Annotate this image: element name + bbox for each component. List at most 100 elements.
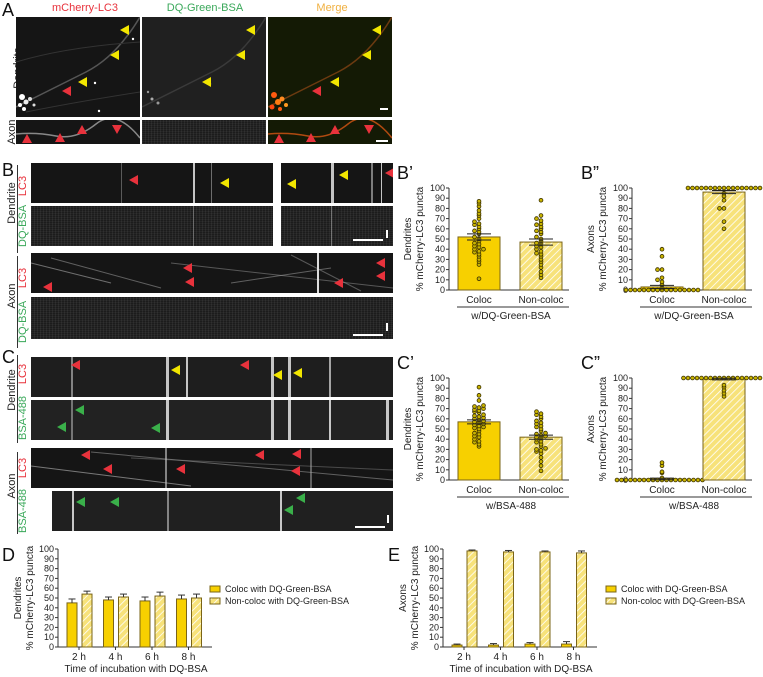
y-axis-label: Axons% mCherry-LC3 puncta — [586, 376, 609, 481]
yellow-arrowhead — [287, 179, 296, 189]
yellow-arrowhead — [171, 365, 180, 375]
red-arrowhead — [334, 278, 343, 288]
scale-bar — [380, 108, 388, 110]
yellow-arrowhead — [362, 50, 371, 60]
scale-bar-vertical — [386, 230, 388, 238]
red-arrowhead — [71, 360, 80, 370]
svg-text:% mCherry-LC3 puncta: % mCherry-LC3 puncta — [410, 545, 421, 650]
chart-b-prime: Dendrites% mCherry-LC3 puncta 01020304050… — [403, 183, 569, 322]
x-axis-label: w/DQ-Green-BSA — [470, 311, 551, 322]
svg-text:20: 20 — [44, 622, 54, 632]
x-axis-label: w/BSA-488 — [668, 501, 719, 512]
red-arrowhead — [176, 464, 185, 474]
svg-text:80: 80 — [429, 564, 439, 574]
x-tick-label: Non-coloc — [701, 295, 746, 306]
panel-letter-b-prime: B’ — [397, 163, 414, 183]
svg-text:100: 100 — [424, 545, 439, 554]
y-axis-label: Dendrites% mCherry-LC3 puncta — [403, 376, 426, 481]
svg-text:40: 40 — [618, 244, 628, 254]
yellow-arrowhead — [293, 368, 302, 378]
svg-text:% mCherry-LC3 puncta: % mCherry-LC3 puncta — [598, 186, 609, 291]
image-a-axon-dqbsa — [142, 120, 266, 144]
chart-c-doubleprime: Axons% mCherry-LC3 puncta010203040506070… — [586, 373, 763, 512]
svg-text:90: 90 — [618, 193, 628, 203]
red-arrowhead — [274, 134, 284, 143]
svg-text:80: 80 — [435, 203, 445, 213]
red-arrowhead — [291, 466, 300, 476]
x-tick-label: Non-coloc — [518, 295, 563, 306]
scale-bar-vertical — [387, 515, 389, 523]
panel-letter-c: C — [2, 347, 15, 367]
green-arrowhead — [57, 422, 66, 432]
svg-text:70: 70 — [429, 573, 439, 583]
channel-label-dq-bsa: DQ-BSA — [17, 300, 29, 343]
x-axis-label: Time of incubation with DQ-BSA — [64, 664, 207, 675]
svg-text:20: 20 — [429, 622, 439, 632]
axon-trace — [16, 120, 140, 139]
x-tick-label: 4 h — [109, 652, 123, 663]
scale-bar-vertical — [386, 323, 388, 331]
scale-bar — [353, 239, 383, 241]
image-a-dendrite-dqbsa — [142, 17, 266, 117]
red-arrowhead — [55, 133, 65, 142]
svg-text:% mCherry-LC3 puncta: % mCherry-LC3 puncta — [598, 376, 609, 481]
red-arrowhead — [385, 168, 393, 178]
svg-text:% mCherry-LC3 puncta: % mCherry-LC3 puncta — [415, 186, 426, 291]
legend-swatch — [209, 597, 221, 605]
yellow-arrowhead — [220, 178, 229, 188]
svg-text:60: 60 — [435, 224, 445, 234]
svg-text:20: 20 — [618, 455, 628, 465]
x-tick-label: Coloc — [649, 295, 675, 306]
svg-text:50: 50 — [429, 593, 439, 603]
svg-text:100: 100 — [613, 373, 628, 383]
svg-text:50: 50 — [435, 424, 445, 434]
x-tick-label: 2 h — [457, 652, 471, 663]
channel-label-dq-bsa: DQ-BSA — [17, 204, 29, 247]
legend-swatch — [605, 597, 617, 605]
svg-text:% mCherry-LC3 puncta: % mCherry-LC3 puncta — [25, 545, 36, 650]
kymograph-c-axon-bsa488 — [52, 491, 393, 531]
svg-text:70: 70 — [44, 573, 54, 583]
kymograph-tracks — [31, 253, 393, 293]
svg-text:100: 100 — [430, 373, 445, 383]
svg-text:20: 20 — [618, 265, 628, 275]
chart-c-prime: Dendrites% mCherry-LC3 puncta 01020304050… — [403, 373, 569, 512]
svg-text:70: 70 — [435, 404, 445, 414]
svg-text:70: 70 — [435, 214, 445, 224]
svg-text:50: 50 — [44, 593, 54, 603]
panel-letter-b: B — [2, 160, 15, 180]
svg-text:Axons: Axons — [586, 225, 597, 253]
svg-text:90: 90 — [435, 193, 445, 203]
svg-text:10: 10 — [618, 275, 628, 285]
red-arrowhead — [81, 450, 90, 460]
green-arrowhead — [151, 423, 160, 433]
y-axis-label: Axons% mCherry-LC3 puncta — [398, 545, 421, 650]
svg-text:20: 20 — [435, 265, 445, 275]
svg-text:90: 90 — [44, 554, 54, 564]
scale-bar — [376, 140, 388, 142]
svg-text:60: 60 — [44, 583, 54, 593]
region-bracket — [17, 165, 18, 253]
svg-text:70: 70 — [618, 214, 628, 224]
red-arrowhead — [62, 86, 71, 96]
legend-label: Non-coloc with DQ-Green-BSA — [621, 596, 745, 606]
green-arrowhead — [76, 497, 85, 507]
kymograph-b-dendrite-lc3 — [31, 163, 273, 203]
svg-text:50: 50 — [618, 424, 628, 434]
green-arrowhead — [75, 405, 84, 415]
svg-text:% mCherry-LC3 puncta: % mCherry-LC3 puncta — [415, 376, 426, 481]
image-a-axon-merge — [268, 120, 392, 144]
channel-label-bsa-488: BSA-488 — [17, 488, 29, 534]
legend-label: Coloc with DQ-Green-BSA — [225, 584, 332, 594]
green-arrowhead — [110, 497, 119, 507]
svg-text:80: 80 — [618, 203, 628, 213]
x-tick-label: 8 h — [182, 652, 196, 663]
channel-label-bsa-488: BSA-488 — [17, 395, 29, 441]
green-arrowhead — [296, 493, 305, 503]
channel-label-lc3: LC3 — [17, 267, 29, 289]
svg-text:10: 10 — [618, 465, 628, 475]
svg-text:30: 30 — [44, 613, 54, 623]
panel-letter-e: E — [388, 545, 401, 565]
x-tick-label: Non-coloc — [518, 485, 563, 496]
red-arrowhead — [240, 360, 249, 370]
